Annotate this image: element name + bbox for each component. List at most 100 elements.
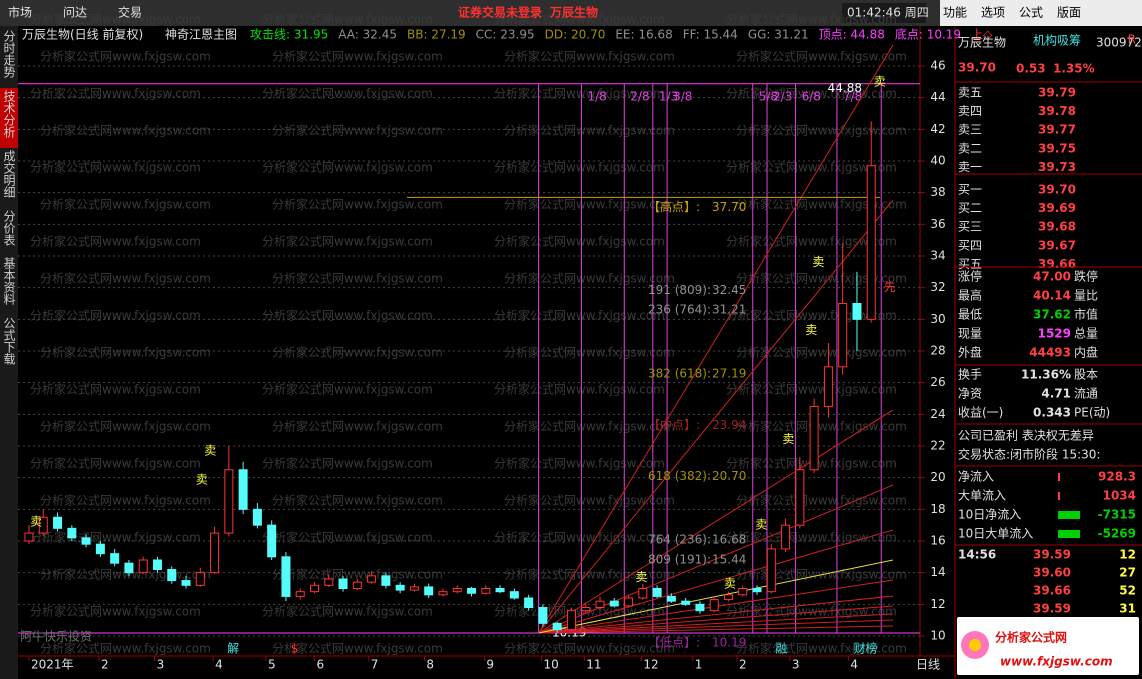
book-label: 买二 <box>958 201 982 215</box>
x-tick-label: 3 <box>157 658 165 672</box>
watermark: 分析家公式网www.fxjgsw.com <box>262 308 433 323</box>
candle-body <box>67 527 77 539</box>
stat-label: 总量 <box>1074 327 1098 341</box>
side-tab[interactable]: 基本资料 <box>2 257 16 305</box>
book-price: 39.77 <box>1038 123 1076 137</box>
menu-item[interactable]: 版面 <box>1057 6 1081 20</box>
time-line-label: 2/8 <box>630 90 649 104</box>
menu-item[interactable]: 选项 <box>981 6 1005 20</box>
watermark: 分析家公式网www.fxjgsw.com <box>736 419 907 434</box>
stat-label: 涨停 <box>958 269 982 284</box>
level-value: 16.68 <box>712 533 746 547</box>
stock-code: 300972 <box>1096 36 1142 50</box>
side-tab[interactable]: 分时走势 <box>2 30 16 78</box>
x-tick-label: 9 <box>486 658 494 672</box>
change: 0.53 <box>1016 62 1046 76</box>
watermark: 分析家公式网www.fxjgsw.com <box>30 456 201 471</box>
candle-body <box>595 600 605 609</box>
menu-item[interactable]: 公式 <box>1019 6 1043 20</box>
watermark: 分析家公式网www.fxjgsw.com <box>504 197 675 212</box>
watermark: 分析家公式网www.fxjgsw.com <box>736 49 907 64</box>
watermark: 分析家公式网www.fxjgsw.com <box>272 419 443 434</box>
side-tab-active <box>0 88 18 148</box>
candle-body <box>110 553 120 564</box>
watermark: 分析家公式网www.fxjgsw.com <box>40 419 211 434</box>
time-line-label: 2/3 <box>773 90 792 104</box>
candle-body <box>24 532 34 542</box>
level-value: 27.19 <box>712 366 746 380</box>
time-line-label: 7/8 <box>843 90 862 104</box>
watermark: 分析家公式网www.fxjgsw.com <box>272 493 443 508</box>
signal: 卖 <box>635 570 647 584</box>
legend-item: 攻击线: 31.95 <box>250 28 328 42</box>
watermark: 分析家公式网www.fxjgsw.com <box>30 604 201 619</box>
watermark: 分析家公式网www.fxjgsw.com <box>494 382 665 397</box>
watermark: 分析家公式网www.fxjgsw.com <box>30 86 201 101</box>
side-tab[interactable]: 技术分析 <box>2 90 16 139</box>
stock-tag: 机构吸筹 <box>1033 33 1081 48</box>
flow-value: 1034 <box>1103 489 1136 503</box>
watermark: 分析家公式网www.fxjgsw.com <box>262 604 433 619</box>
legend-item: EE: 16.68 <box>615 28 672 42</box>
candle-body <box>695 603 705 612</box>
watermark: 分析家公式网www.fxjgsw.com <box>272 345 443 360</box>
signal: 卖 <box>812 255 824 269</box>
fan-line <box>538 44 894 634</box>
watermark: 分析家公式网www.fxjgsw.com <box>504 419 675 434</box>
level-name: 191 (809): <box>648 283 711 297</box>
level-name: 809 (191): <box>648 552 711 566</box>
flow-value: -7315 <box>1098 508 1136 522</box>
fan-line <box>538 595 894 634</box>
book-price: 39.79 <box>1038 86 1076 100</box>
level-name: 【低点】: <box>648 635 700 649</box>
stock-name: 万辰生物 <box>958 36 1006 50</box>
stat-label: 净资 <box>958 387 982 401</box>
watermark: 分析家公式网www.fxjgsw.com <box>504 641 675 656</box>
watermark: 分析家公式网www.fxjgsw.com <box>262 12 433 27</box>
legend-item: BB: 27.19 <box>407 28 466 42</box>
x-tick-label: 3 <box>792 658 800 672</box>
logo-flower-center <box>969 639 981 651</box>
side-tab[interactable]: 分价表 <box>2 210 16 246</box>
event-marker[interactable]: 融 <box>775 642 787 656</box>
event-marker[interactable]: 财榜 <box>854 641 878 656</box>
candle-body <box>652 588 662 597</box>
watermark: 分析家公式网www.fxjgsw.com <box>726 160 897 175</box>
candle-body <box>723 594 733 601</box>
watermark: 分析家公式网www.fxjgsw.com <box>40 123 211 138</box>
level-value: 15.44 <box>712 552 746 566</box>
flow-bar <box>1058 530 1080 538</box>
signal: 卖 <box>874 74 886 88</box>
watermark: 分析家公式网www.fxjgsw.com <box>736 197 907 212</box>
level-name: 382 (618): <box>648 366 711 380</box>
legend-item: DD: 20.70 <box>545 28 606 42</box>
menu-item[interactable]: 功能 <box>943 6 967 20</box>
fan-line <box>538 559 894 634</box>
side-tab[interactable]: 公式下载 <box>2 317 16 366</box>
event-marker[interactable]: $ <box>291 642 299 656</box>
candle-body <box>752 588 762 593</box>
legend-item: GG: 31.21 <box>748 28 809 42</box>
watermark: 分析家公式网www.fxjgsw.com <box>272 123 443 138</box>
stat-label: 市值 <box>1074 307 1098 322</box>
candle-body <box>709 599 719 612</box>
y-tick-label: 10 <box>930 629 945 643</box>
legend-item: 上◇ <box>971 28 993 42</box>
candle-body <box>666 595 676 602</box>
watermark: 分析家公式网www.fxjgsw.com <box>262 456 433 471</box>
menu-item[interactable]: 市场 <box>8 5 32 20</box>
watermark: 分析家公式网www.fxjgsw.com <box>726 604 897 619</box>
watermark: 分析家公式网www.fxjgsw.com <box>736 493 907 508</box>
candle-body <box>124 562 134 574</box>
menu-item[interactable]: 问达 <box>63 6 87 20</box>
candle-body <box>224 469 234 534</box>
menu-item[interactable]: 交易 <box>118 5 142 20</box>
y-tick-label: 30 <box>930 312 945 326</box>
y-tick-label: 20 <box>930 470 945 484</box>
side-tab[interactable]: 成交明细 <box>2 150 16 198</box>
stat-label: PE(动) <box>1074 406 1110 420</box>
watermark: 分析家公式网www.fxjgsw.com <box>272 49 443 64</box>
event-marker[interactable]: 解 <box>227 642 239 656</box>
watermark: 分析家公式网www.fxjgsw.com <box>40 345 211 360</box>
